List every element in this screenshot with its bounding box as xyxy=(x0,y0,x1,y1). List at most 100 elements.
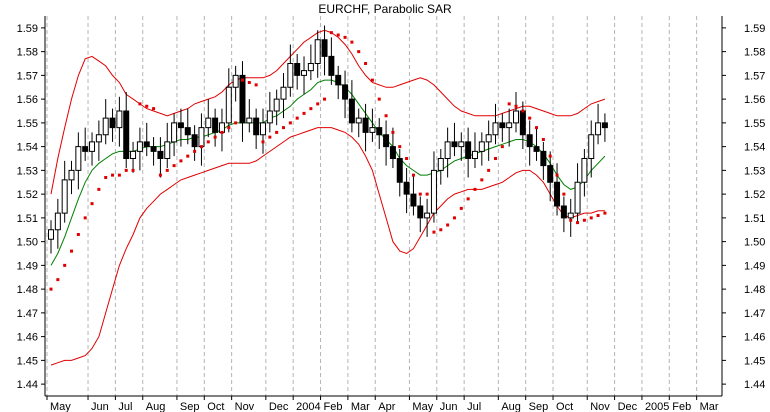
sar-dot xyxy=(275,130,279,134)
candle xyxy=(348,80,355,133)
sar-dot xyxy=(97,187,101,191)
candle-body xyxy=(102,117,109,136)
sar-dot xyxy=(562,192,566,196)
y-tick-label: 1.47 xyxy=(17,308,38,320)
y-tick-label: 1.52 xyxy=(17,189,38,201)
sar-dot xyxy=(63,263,67,267)
sar-dot xyxy=(179,159,183,163)
sar-dot xyxy=(391,130,395,134)
candle-body xyxy=(560,205,567,219)
sar-dot xyxy=(576,221,580,225)
candle-body xyxy=(526,134,533,148)
y-tick-label: 1.53 xyxy=(17,165,38,177)
candle-body xyxy=(362,117,369,133)
y-axis-left-labels: 1.59 1.58 1.57 1.56 1.55 1.54 1.53 1.52 1.51 1.50… xyxy=(17,23,45,391)
candle xyxy=(601,113,608,142)
sar-dot xyxy=(507,102,511,106)
sar-dot xyxy=(268,135,272,139)
x-tick-label: Jul xyxy=(467,401,481,412)
y-tick-label-right: 1.44 xyxy=(744,379,765,391)
candle-body xyxy=(478,141,485,152)
candle-body xyxy=(191,134,198,148)
sar-dot xyxy=(131,168,135,172)
x-tick-label: 2004 xyxy=(296,401,320,412)
sar-dot xyxy=(213,135,217,139)
sar-dot xyxy=(165,168,169,172)
sar-dot xyxy=(295,116,299,120)
candle xyxy=(492,103,499,145)
candle xyxy=(437,149,444,185)
y-tick-label-right: 1.58 xyxy=(744,47,765,59)
candle-body xyxy=(451,141,458,148)
candle-body xyxy=(123,110,130,159)
y-tick-label: 1.58 xyxy=(17,47,38,59)
x-tick-label: May xyxy=(412,401,433,412)
candle xyxy=(560,196,567,233)
candle xyxy=(253,108,260,149)
candle xyxy=(102,99,109,145)
candle-body xyxy=(335,74,342,86)
candle-body xyxy=(458,141,465,148)
y-tick-label-right: 1.53 xyxy=(744,165,765,177)
candle xyxy=(136,127,143,171)
sar-dot xyxy=(206,140,210,144)
indicator-lines xyxy=(50,29,606,366)
candle xyxy=(458,132,465,161)
x-tick-label: Mar xyxy=(351,401,370,412)
candle xyxy=(485,120,492,161)
candle xyxy=(48,220,54,254)
candle xyxy=(451,122,458,157)
candle xyxy=(164,122,171,168)
x-tick-label: Jul xyxy=(118,401,132,412)
sar-dot xyxy=(377,97,381,101)
candle-body xyxy=(143,141,150,148)
candle xyxy=(471,132,478,168)
candle-body xyxy=(348,98,355,124)
y-tick-label-right: 1.57 xyxy=(744,70,765,82)
candle-body xyxy=(595,122,602,136)
y-tick-label-right: 1.47 xyxy=(744,308,765,320)
y-tick-label: 1.44 xyxy=(17,379,38,391)
sar-dot xyxy=(261,140,265,144)
candle-body xyxy=(266,110,273,124)
candle-body xyxy=(314,39,321,64)
candle xyxy=(89,132,96,166)
candle xyxy=(157,137,164,178)
candle xyxy=(424,198,431,237)
candle xyxy=(123,92,130,168)
candle-body xyxy=(246,117,253,124)
sar-dot xyxy=(240,78,244,82)
candle xyxy=(68,160,75,195)
candle-body xyxy=(89,141,96,152)
sar-dot xyxy=(555,173,559,177)
sar-dot xyxy=(569,218,573,222)
sar-dot xyxy=(535,126,539,130)
candle xyxy=(82,127,89,161)
candle xyxy=(465,127,472,178)
candle-body xyxy=(75,146,82,171)
candle xyxy=(273,89,280,126)
candle xyxy=(513,92,520,133)
sar-dot xyxy=(548,154,552,158)
sar-dot xyxy=(589,216,593,220)
x-tick-label: Nov xyxy=(590,401,610,412)
x-tick-label: Sep xyxy=(180,401,200,412)
x-tick-label: Sep xyxy=(529,401,549,412)
candle xyxy=(581,149,588,197)
y-tick-label: 1.56 xyxy=(17,94,38,106)
candle xyxy=(554,163,561,216)
y-tick-label: 1.50 xyxy=(17,237,38,249)
candle xyxy=(75,132,82,190)
candle xyxy=(294,54,301,90)
candle xyxy=(212,108,219,147)
x-tick-label: Oct xyxy=(556,401,573,412)
plot-area xyxy=(45,16,722,396)
candle-body xyxy=(506,122,513,129)
sar-dot xyxy=(234,121,238,125)
candle-body xyxy=(54,212,61,231)
sar-dot xyxy=(500,145,504,149)
candle xyxy=(533,127,540,161)
candle-body xyxy=(430,169,437,214)
candle xyxy=(109,108,116,142)
sar-dot xyxy=(425,192,429,196)
